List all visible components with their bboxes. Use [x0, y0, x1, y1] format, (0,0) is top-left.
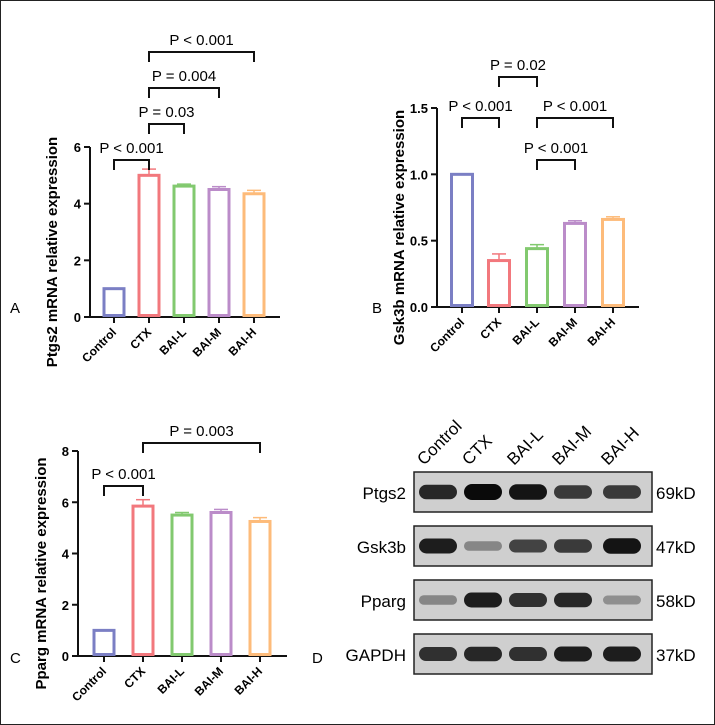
protein-band	[464, 592, 502, 608]
significance-bracket	[536, 117, 614, 128]
significance-bracket	[103, 485, 144, 496]
p-value-label: P < 0.001	[524, 140, 588, 157]
molecular-weight-label: 69kD	[656, 484, 696, 503]
p-value-label: P < 0.001	[99, 140, 163, 157]
y-axis-label: Pparg mRNA relative expression	[33, 457, 50, 689]
bar-bai-h	[248, 519, 272, 656]
bar-control	[450, 172, 474, 307]
bar-bai-m	[563, 221, 587, 307]
protein-label: GAPDH	[346, 646, 406, 665]
bar-ctx	[487, 259, 511, 308]
bar-ctx	[137, 173, 161, 317]
protein-band	[554, 539, 592, 553]
protein-band	[603, 595, 641, 605]
p-value-label: P < 0.001	[448, 98, 512, 115]
protein-band	[464, 541, 502, 551]
y-tick-label: 6	[62, 495, 69, 510]
p-value-label: P = 0.02	[490, 57, 546, 74]
y-tick-label: 0.0	[410, 300, 428, 315]
y-tick-label: 4	[62, 547, 70, 562]
p-value-label: P = 0.003	[169, 423, 233, 440]
molecular-weight-label: 47kD	[656, 538, 696, 557]
p-value-label: P = 0.03	[138, 104, 194, 121]
protein-band	[603, 538, 641, 554]
protein-band	[603, 646, 641, 662]
significance-bracket	[148, 51, 255, 62]
significance-bracket	[498, 76, 538, 87]
y-tick-label: 0	[62, 649, 69, 664]
protein-band	[419, 647, 457, 661]
panel-label-a: A	[10, 300, 20, 317]
blot-row-ptgs2: Ptgs2 69kD	[363, 471, 696, 513]
y-tick-label: 4	[74, 197, 82, 212]
protein-label: Ptgs2	[363, 484, 406, 503]
protein-band	[603, 485, 641, 499]
protein-band	[509, 593, 547, 607]
protein-band	[464, 646, 502, 662]
blot-row-gapdh: GAPDH 37kD	[346, 633, 696, 675]
significance-bracket	[148, 87, 220, 98]
y-tick-label: 1.5	[410, 101, 428, 116]
blot-row-pparg: Pparg 58kD	[361, 579, 696, 621]
bar-control	[92, 628, 116, 656]
y-axis-label: Ptgs2 mRNA relative expression	[44, 137, 61, 367]
y-tick-label: 2	[62, 598, 69, 613]
y-tick-label: 2	[74, 253, 81, 268]
bar-control	[102, 287, 126, 317]
y-tick-label: 1.0	[410, 167, 428, 182]
significance-bracket	[536, 159, 576, 170]
protein-band	[509, 647, 547, 661]
protein-label: Pparg	[361, 592, 406, 611]
y-tick-label: 8	[62, 444, 69, 459]
y-tick-label: 0.5	[410, 234, 428, 249]
p-value-label: P < 0.001	[91, 466, 155, 483]
significance-bracket	[461, 117, 500, 128]
y-tick-label: 6	[74, 140, 81, 155]
bar-bai-m	[209, 511, 233, 656]
molecular-weight-label: 58kD	[656, 592, 696, 611]
protein-band	[419, 595, 457, 605]
y-axis-label: Gsk3b mRNA relative expression	[391, 110, 408, 345]
bar-bai-h	[601, 217, 625, 307]
protein-band	[554, 485, 592, 499]
bar-bai-l	[172, 184, 196, 317]
p-value-label: P = 0.004	[152, 68, 216, 85]
blot-row-gsk3b: Gsk3b 47kD	[357, 525, 696, 567]
protein-band	[554, 646, 592, 662]
protein-band	[419, 538, 457, 554]
significance-bracket	[142, 442, 261, 453]
bar-bai-h	[242, 192, 266, 317]
protein-band	[509, 484, 547, 500]
significance-bracket	[148, 123, 185, 134]
protein-band	[464, 484, 502, 500]
p-value-label: P < 0.001	[169, 32, 233, 49]
protein-band	[509, 539, 547, 553]
bar-bai-l	[525, 247, 549, 307]
y-tick-label: 0	[74, 310, 81, 325]
protein-band	[554, 592, 592, 608]
panel-label-d: D	[312, 650, 323, 667]
molecular-weight-label: 37kD	[656, 646, 696, 665]
bar-bai-l	[170, 513, 194, 656]
bar-ctx	[131, 504, 155, 656]
panel-label-c: C	[10, 650, 21, 667]
protein-label: Gsk3b	[357, 538, 406, 557]
bar-bai-m	[207, 188, 231, 317]
significance-bracket	[113, 159, 150, 170]
protein-band	[419, 484, 457, 500]
panel-label-b: B	[372, 300, 382, 317]
p-value-label: P < 0.001	[543, 98, 607, 115]
